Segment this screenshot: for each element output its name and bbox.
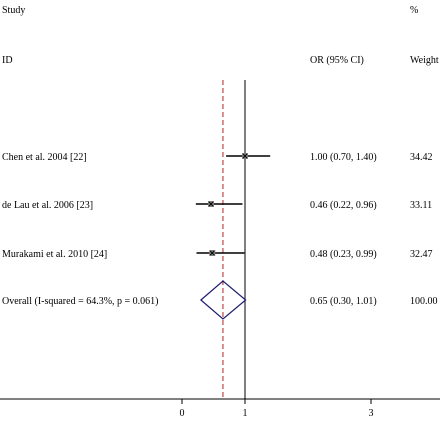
x-axis-ticks: 0 1 3 bbox=[180, 399, 374, 419]
study-weight: 34.42 bbox=[410, 152, 433, 163]
header-study: Study bbox=[2, 5, 25, 16]
study-or-ci: 0.46 (0.22, 0.96) bbox=[310, 200, 377, 211]
overall-weight: 100.00 bbox=[410, 296, 438, 307]
study-or-ci: 0.48 (0.23, 0.99) bbox=[310, 249, 377, 260]
header-or: OR (95% CI) bbox=[310, 55, 364, 66]
study-weight: 33.11 bbox=[410, 200, 432, 211]
overall-or-ci: 0.65 (0.30, 1.01) bbox=[310, 296, 377, 307]
overall-row: Overall (I-squared = 64.3%, p = 0.061) 0.… bbox=[2, 280, 438, 320]
study-label: Chen et al. 2004 [22] bbox=[2, 152, 87, 163]
study-or-ci: 1.00 (0.70, 1.40) bbox=[310, 152, 377, 163]
point-estimate-marker bbox=[242, 153, 248, 159]
overall-label: Overall (I-squared = 64.3%, p = 0.061) bbox=[2, 296, 159, 307]
header-percent: % bbox=[410, 5, 418, 16]
study-rows: Chen et al. 2004 [22] 1.00 (0.70, 1.40) 34… bbox=[2, 152, 433, 260]
point-estimate-marker bbox=[208, 201, 214, 207]
study-label: Murakami et al. 2010 [24] bbox=[2, 249, 107, 260]
x-tick-label: 1 bbox=[243, 408, 248, 419]
point-estimate-marker bbox=[209, 250, 215, 256]
header-id: ID bbox=[2, 55, 13, 66]
overall-diamond bbox=[199, 280, 247, 320]
study-weight: 32.47 bbox=[410, 249, 433, 260]
header-weight: Weight bbox=[410, 55, 439, 66]
study-label: de Lau et al. 2006 [23] bbox=[2, 200, 93, 211]
x-tick-label: 0 bbox=[180, 408, 185, 419]
x-tick-label: 3 bbox=[369, 408, 374, 419]
